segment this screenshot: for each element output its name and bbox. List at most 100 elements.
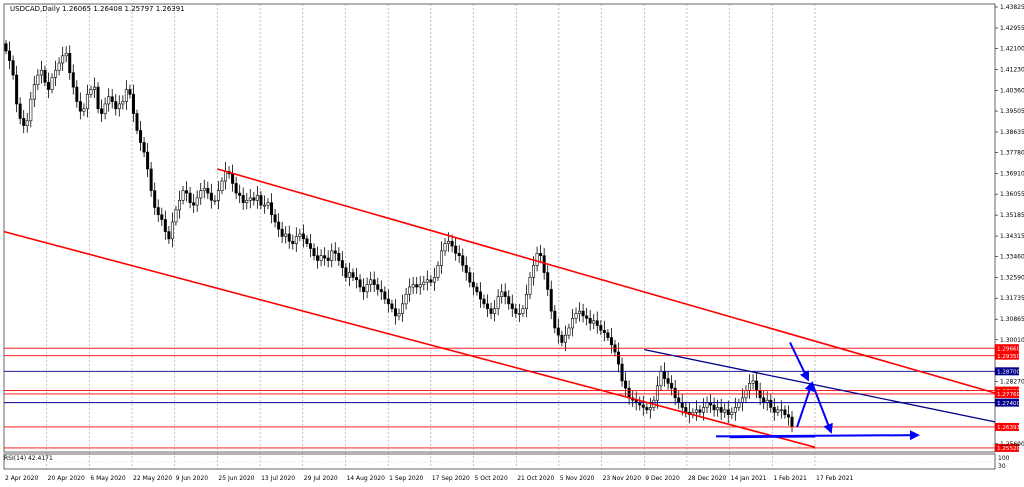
candle-body (673, 387, 677, 399)
candle-body (500, 291, 504, 297)
candle-body (124, 89, 128, 102)
candle-body (602, 330, 606, 334)
candle-body (532, 265, 536, 278)
candle-body (369, 279, 373, 285)
candle-body (351, 272, 355, 278)
arrow-up (796, 380, 815, 428)
candle-body (163, 219, 167, 232)
candle-body (139, 130, 143, 143)
candle-body (170, 221, 174, 240)
x-tick-label: 13 Jul 2020 (261, 475, 295, 482)
candle-body (376, 284, 380, 290)
candle-body (61, 55, 65, 64)
price-tag-label: 1.29350 (997, 354, 1021, 360)
candle-body (231, 173, 235, 184)
y-tick-label: 1.32590 (1000, 275, 1024, 282)
candle-body (96, 86, 100, 110)
candle-body (588, 318, 592, 324)
candle-body (71, 72, 75, 88)
candle-body (482, 298, 486, 305)
x-tick-label: 22 May 2020 (133, 475, 172, 482)
trendline-wedge-upper (644, 348, 996, 423)
candle-body (726, 409, 730, 415)
price-tag-label: 1.27760 (997, 392, 1021, 398)
grid-layer (3, 3, 996, 470)
candle-body (160, 214, 164, 220)
candle-body (326, 257, 330, 261)
y-tick-label: 1.36910 (1000, 171, 1024, 178)
y-tick-label: 1.41230 (1000, 67, 1024, 74)
candle-body (556, 327, 560, 336)
y-tick-label: 1.38635 (1000, 129, 1024, 136)
candle-body (36, 74, 40, 85)
candle-body (121, 101, 125, 105)
candle-body (54, 69, 58, 78)
candle-body (517, 313, 521, 315)
trendline-channel-upper (217, 168, 996, 394)
candle-body (241, 195, 245, 204)
candle-body (15, 74, 19, 105)
candle-body (344, 267, 348, 278)
candle-body (560, 334, 564, 343)
x-tick-label: 9 Dec 2020 (645, 475, 680, 482)
candle-body (323, 255, 327, 259)
candle-body (185, 190, 189, 194)
candle-body (117, 103, 121, 110)
x-tick-label: 28 Dec 2020 (688, 475, 727, 482)
x-tick-label: 1 Sep 2020 (389, 475, 423, 482)
price-tag (995, 351, 1019, 360)
y-tick-label: 1.31735 (1000, 295, 1024, 302)
candle-body (762, 397, 766, 403)
candle-body (383, 291, 387, 300)
candle-body (514, 308, 518, 314)
candle-body (259, 195, 263, 206)
trendline-channel-lower (3, 230, 816, 448)
rsi-tick-30: 30 (998, 463, 1006, 470)
candle-body (192, 202, 196, 206)
candle-body (733, 407, 737, 413)
candle-body (93, 86, 97, 90)
candle-body (712, 404, 716, 411)
x-tick-label: 9 Jun 2020 (176, 475, 208, 482)
trendline-wedge-base (729, 436, 816, 439)
candle-body (648, 407, 652, 411)
candle-body (64, 53, 68, 57)
candle-body (131, 94, 135, 114)
candle-body (18, 103, 22, 119)
candle-body (146, 151, 150, 170)
candle-body (68, 53, 72, 73)
candle-body (606, 332, 610, 338)
candle-body (85, 94, 89, 110)
candle-body (677, 397, 681, 403)
candle-body (450, 240, 454, 247)
candle-body (468, 272, 472, 283)
candle-body (659, 371, 663, 387)
candle-body (245, 200, 249, 204)
candle-body (11, 60, 15, 76)
candle-body (684, 407, 688, 413)
candle-body (397, 313, 401, 317)
candle-body (443, 243, 447, 252)
y-tick-label: 1.25690 (1000, 441, 1024, 448)
y-tick-label: 1.42100 (1000, 46, 1024, 53)
candle-body (776, 409, 780, 413)
candle-body (461, 255, 465, 266)
candle-body (75, 86, 79, 102)
candle-body (149, 168, 153, 191)
candle-body (655, 385, 659, 401)
candle-body (521, 308, 525, 314)
candle-body (294, 236, 298, 244)
candle-body (425, 279, 429, 283)
candle-body (592, 320, 596, 324)
price-tag (995, 398, 1019, 407)
candles-layer (4, 40, 794, 433)
candle-body (330, 250, 334, 261)
candle-body (273, 214, 277, 223)
axes-layer: 2 Apr 2020 20 Apr 2020 6 May 2020 22 May 20… (5, 4, 1024, 482)
candle-body (337, 252, 341, 261)
y-tick-label: 1.28270 (1000, 379, 1024, 386)
candle-body (181, 190, 185, 201)
candle-body (89, 89, 93, 95)
